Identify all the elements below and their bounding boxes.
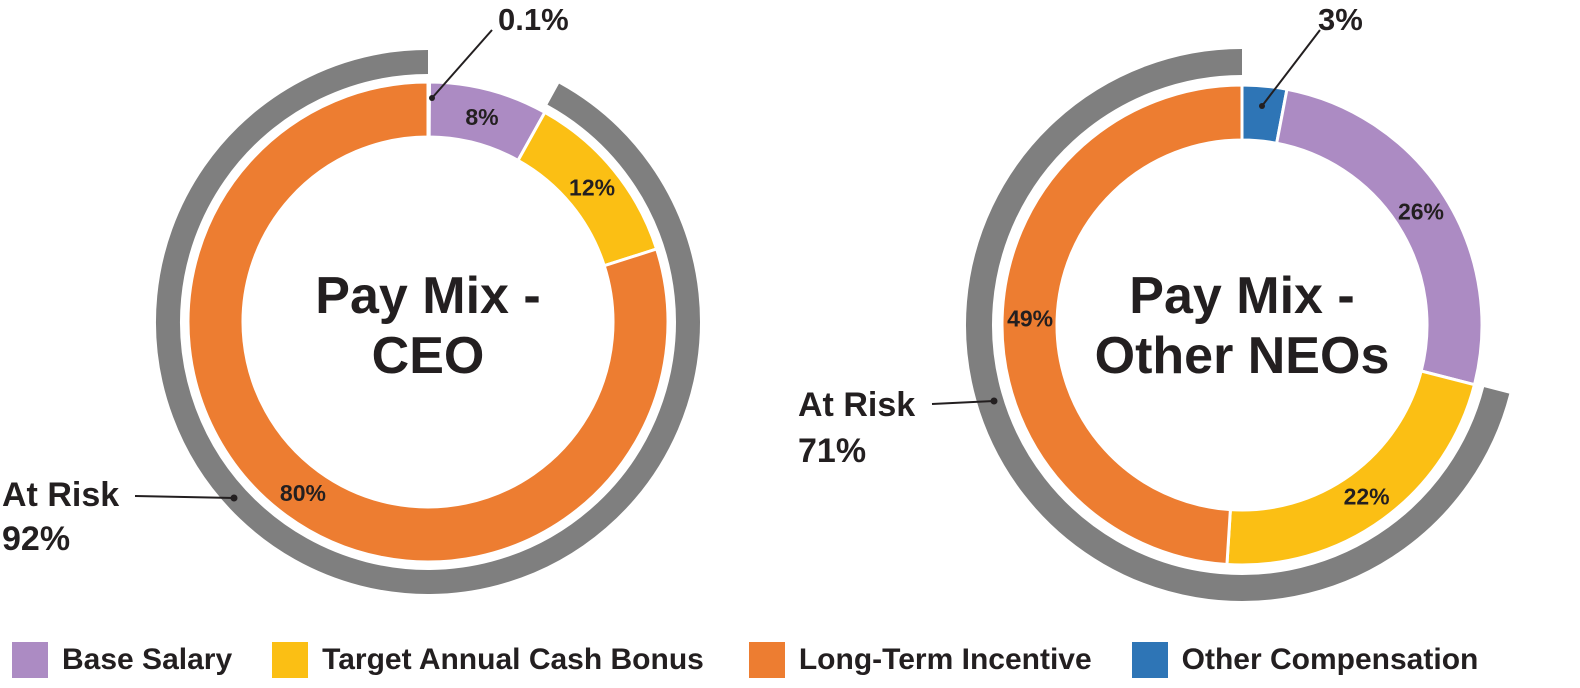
legend-item-target-annual-cash-bonus: Target Annual Cash Bonus bbox=[272, 642, 704, 678]
callout-dot-other-neos bbox=[1259, 103, 1265, 109]
donut-other-neos: 26% 22% 49% Pay Mix - Other NEOs 3% At Ris… bbox=[798, 2, 1510, 601]
segment-label-ceo-long-term-incentive: 80% bbox=[280, 480, 326, 506]
center-title-other-neos-line2: Other NEOs bbox=[1095, 327, 1390, 385]
segment-label-other-neos-target-annual-cash-bonus: 22% bbox=[1344, 484, 1390, 510]
at-risk-label-other-neos: At Risk bbox=[798, 386, 915, 424]
segment-label-other-neos-base-salary: 26% bbox=[1398, 198, 1444, 224]
donut-ceo: 8% 12% 80% Pay Mix - CEO 0.1% At Risk 92% bbox=[2, 2, 700, 594]
callout-label-ceo: 0.1% bbox=[498, 2, 569, 37]
at-risk-value-ceo: 92% bbox=[2, 520, 70, 558]
legend-item-long-term-incentive: Long-Term Incentive bbox=[748, 642, 1092, 678]
callout-leader-other-neos bbox=[1261, 29, 1321, 107]
legend-label-base-salary: Base Salary bbox=[62, 643, 233, 676]
at-risk-label-ceo: At Risk bbox=[2, 476, 119, 514]
segment-other-neos-target-annual-cash-bonus bbox=[1225, 369, 1477, 567]
legend-swatch-other-compensation bbox=[1131, 642, 1168, 678]
legend-label-long-term-incentive: Long-Term Incentive bbox=[798, 643, 1092, 676]
center-title-ceo-line1: Pay Mix - bbox=[315, 267, 540, 325]
legend-item-base-salary: Base Salary bbox=[12, 642, 232, 678]
callout-dot-ceo bbox=[429, 95, 435, 101]
legend-swatch-target-annual-cash-bonus bbox=[272, 642, 309, 678]
callout-leader-ceo bbox=[431, 29, 493, 99]
at-risk-leader-ceo bbox=[134, 495, 235, 499]
center-title-ceo-line2: CEO bbox=[372, 327, 485, 385]
segment-ceo-long-term-incentive bbox=[186, 80, 670, 564]
segment-label-ceo-base-salary: 8% bbox=[465, 104, 498, 130]
center-title-other-neos-line1: Pay Mix - bbox=[1129, 267, 1354, 325]
legend: Base Salary Target Annual Cash Bonus Lon… bbox=[12, 638, 1478, 682]
legend-item-other-compensation: Other Compensation bbox=[1131, 642, 1479, 678]
at-risk-arc-other-neos bbox=[966, 49, 1510, 601]
legend-swatch-long-term-incentive bbox=[748, 642, 785, 678]
legend-label-target-annual-cash-bonus: Target Annual Cash Bonus bbox=[322, 643, 704, 676]
segment-label-ceo-target-annual-cash-bonus: 12% bbox=[569, 175, 615, 201]
segment-label-other-neos-long-term-incentive: 49% bbox=[1007, 305, 1053, 331]
legend-label-other-compensation: Other Compensation bbox=[1181, 643, 1479, 676]
legend-swatch-base-salary bbox=[12, 642, 48, 678]
at-risk-dot-ceo bbox=[230, 494, 238, 502]
at-risk-value-other-neos: 71% bbox=[798, 432, 866, 470]
at-risk-dot-other-neos bbox=[990, 397, 998, 405]
segment-other-neos-long-term-incentive bbox=[1000, 83, 1244, 567]
callout-label-other-neos: 3% bbox=[1318, 2, 1363, 37]
at-risk-arc-ceo bbox=[156, 50, 700, 594]
at-risk-leader-other-neos bbox=[931, 400, 995, 405]
